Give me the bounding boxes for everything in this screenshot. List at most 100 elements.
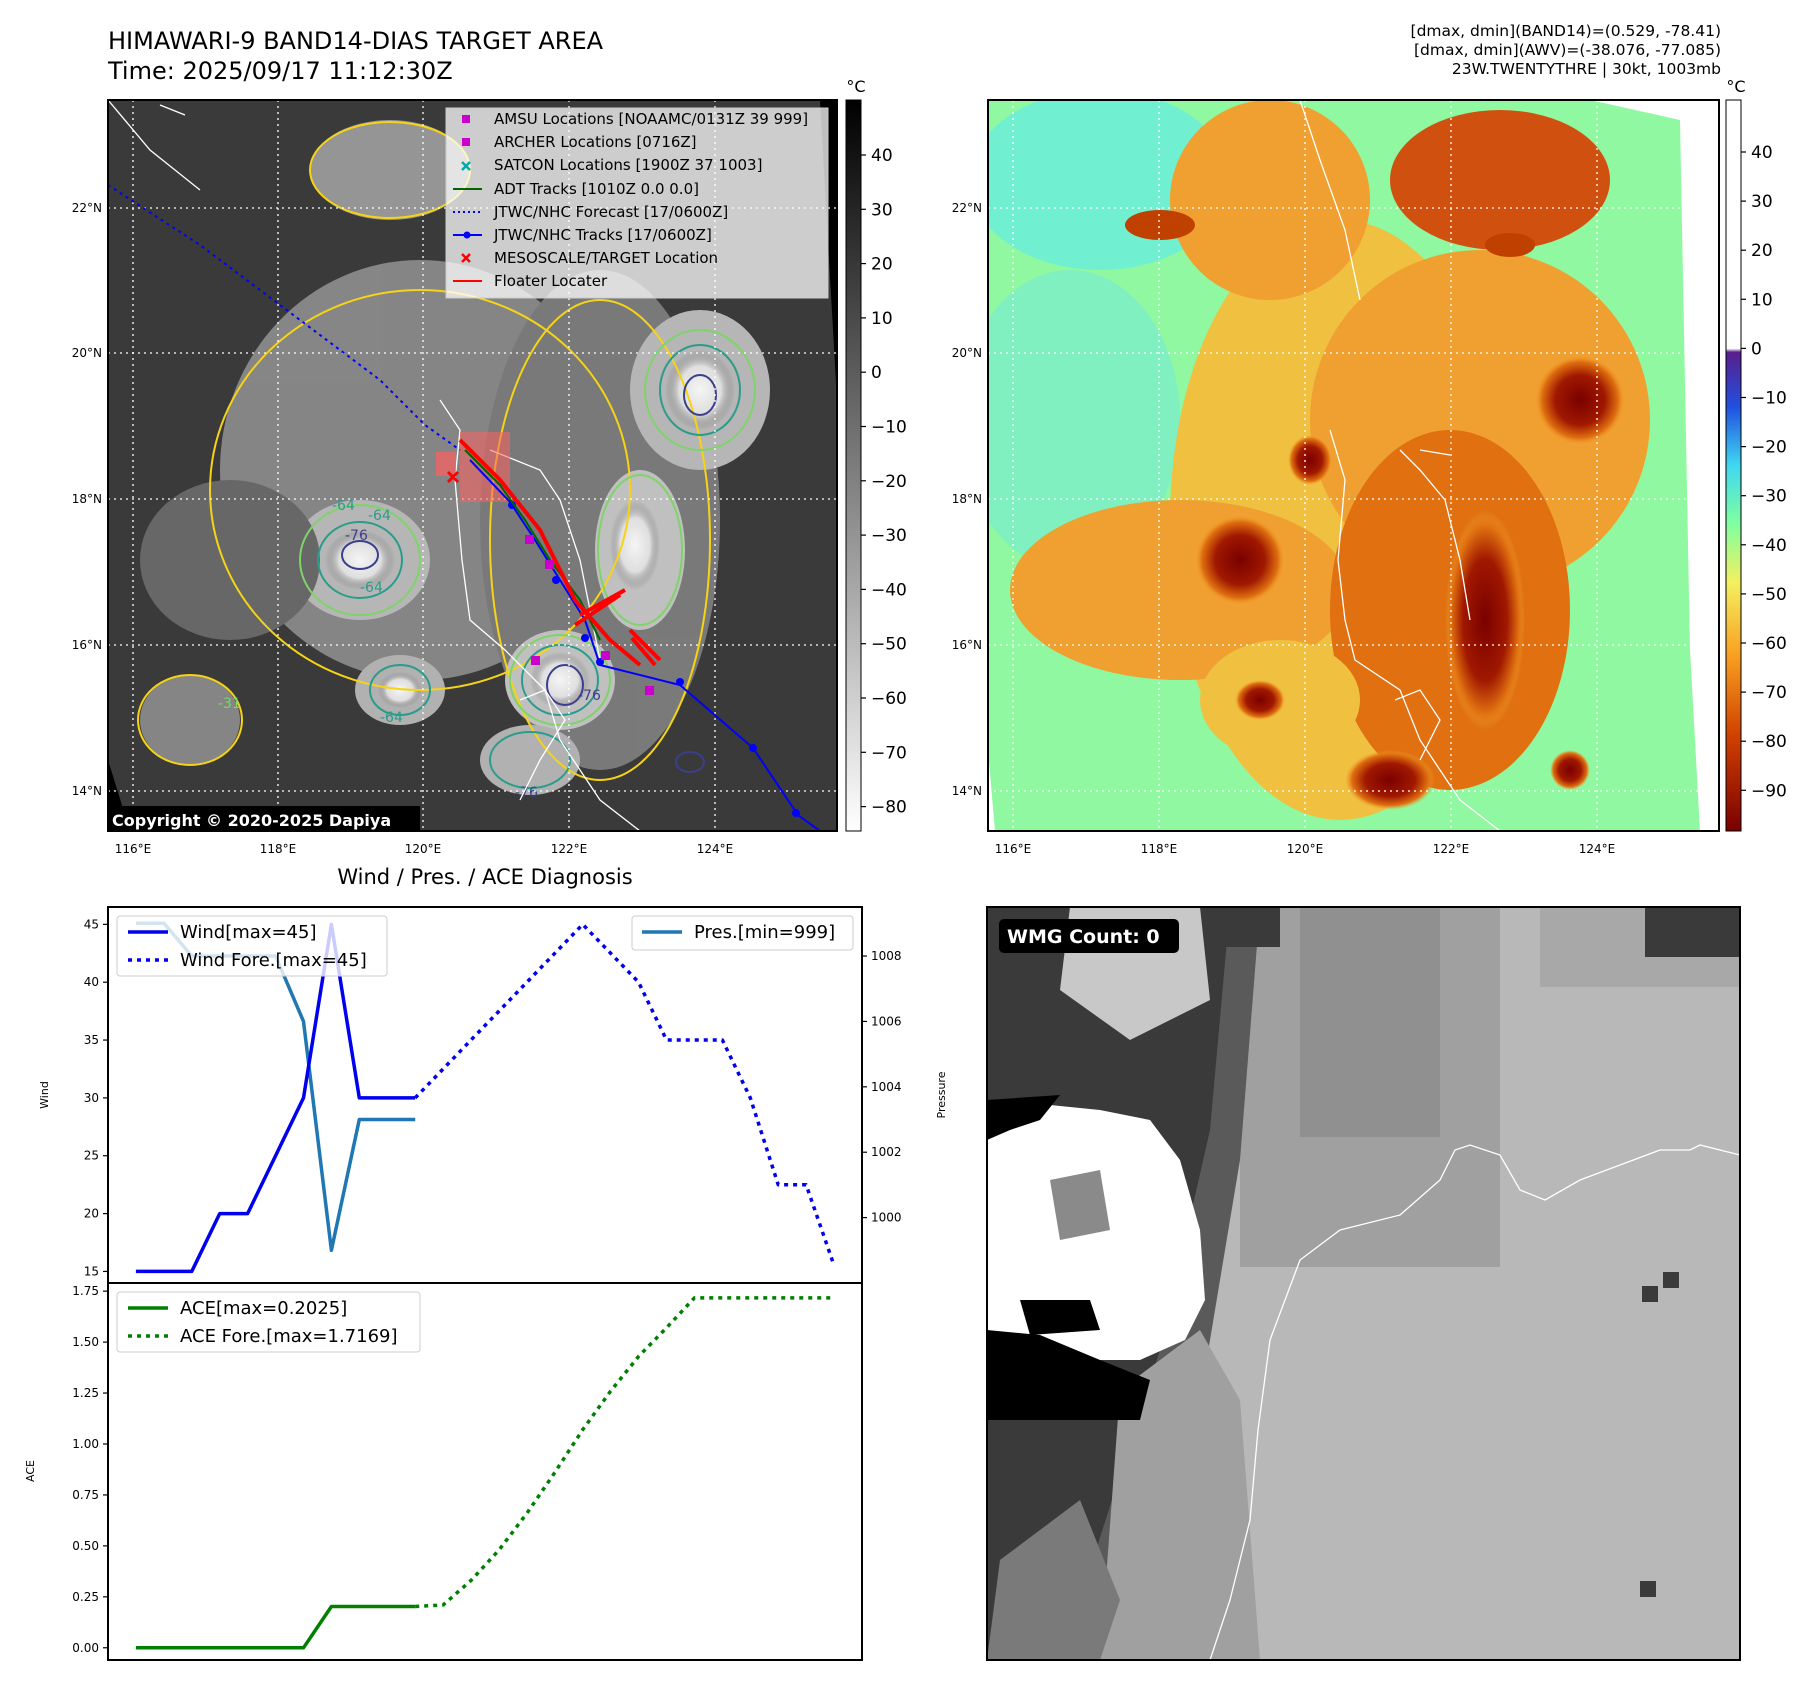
jtwc-track-points bbox=[508, 501, 800, 817]
pressure-tick-label: 1004 bbox=[871, 1080, 902, 1094]
ir-lat-label: 22°N bbox=[72, 201, 102, 215]
awv-colorbar-tick-label: 30 bbox=[1751, 192, 1773, 212]
ace-series-line bbox=[135, 1604, 416, 1650]
ace-tick-label: 0.25 bbox=[72, 1590, 99, 1604]
diagnosis-title: Wind / Pres. / ACE Diagnosis bbox=[337, 865, 632, 889]
awv-no-data-edge bbox=[1590, 100, 1719, 831]
legend-wind-label: Wind[max=45] bbox=[180, 922, 317, 943]
wind-tick-label: 30 bbox=[84, 1091, 99, 1105]
awv-colorbar-unit: °C bbox=[1726, 77, 1745, 96]
ir-lat-label: 14°N bbox=[72, 784, 102, 798]
ir-cloud-field bbox=[140, 120, 770, 795]
legend-archer-label: ARCHER Locations [0716Z] bbox=[494, 133, 697, 151]
ace-legend: ACE[max=0.2025] ACE Fore.[max=1.7169] bbox=[116, 1291, 421, 1353]
wmg-count-badge bbox=[999, 919, 1179, 953]
ir-contours bbox=[137, 121, 756, 789]
ir-colorbar-tick-label: 40 bbox=[871, 146, 893, 166]
ir-lon-label: 124°E bbox=[697, 842, 734, 856]
figure-title: HIMAWARI-9 BAND14-DIAS TARGET AREA bbox=[108, 27, 604, 55]
awv-colorbar-tick-label: −70 bbox=[1751, 683, 1787, 703]
awv-moisture-field bbox=[988, 100, 1650, 820]
awv-lon-labels: 116°E 118°E 120°E 122°E 124°E bbox=[995, 842, 1616, 856]
ace-tick-label: 1.50 bbox=[72, 1335, 99, 1349]
awv-colorbar-tick-label: 0 bbox=[1751, 339, 1762, 359]
wmg-coastline bbox=[1209, 1144, 1740, 1660]
copyright-box bbox=[108, 806, 420, 831]
ace-axis-label: ACE bbox=[24, 1460, 37, 1482]
floater-locater bbox=[458, 438, 662, 667]
info-line-band14: [dmax, dmin](BAND14)=(0.529, -78.41) bbox=[1410, 22, 1721, 40]
awv-lon-label: 116°E bbox=[995, 842, 1032, 856]
pressure-legend: Pres.[min=999] bbox=[631, 915, 854, 951]
legend-forecast-label: JTWC/NHC Forecast [17/0600Z] bbox=[493, 203, 728, 221]
jtwc-track bbox=[469, 459, 821, 831]
awv-gridlines bbox=[988, 100, 1719, 831]
amsu-markers bbox=[525, 535, 654, 695]
pressure-tick-label: 1008 bbox=[871, 949, 902, 963]
awv-lon-label: 120°E bbox=[1287, 842, 1324, 856]
ir-colorbar-tick-label: 10 bbox=[871, 309, 893, 329]
ir-lon-label: 122°E bbox=[551, 842, 588, 856]
wind-tick-label: 35 bbox=[84, 1033, 99, 1047]
awv-colorbar-tick-label: −40 bbox=[1751, 536, 1787, 556]
awv-lat-label: 22°N bbox=[952, 201, 982, 215]
svg-text:-64: -64 bbox=[380, 710, 403, 726]
ir-colorbar-tick-label: 20 bbox=[871, 255, 893, 275]
legend-pressure-label: Pres.[min=999] bbox=[694, 922, 835, 943]
ir-lon-label: 120°E bbox=[405, 842, 442, 856]
wind-legend: Wind[max=45] Wind Fore.[max=45] bbox=[116, 915, 388, 977]
wind-tick-label: 15 bbox=[84, 1264, 99, 1278]
ir-colorbar-tick-label: −20 bbox=[871, 472, 907, 492]
legend-mesoscale-label: MESOSCALE/TARGET Location bbox=[494, 249, 718, 267]
info-line-storm: 23W.TWENTYTHRE | 30kt, 1003mb bbox=[1451, 60, 1721, 78]
awv-lat-label: 20°N bbox=[952, 346, 982, 360]
awv-colorbar-tick-label: −50 bbox=[1751, 585, 1787, 605]
awv-colorbar-tick-label: −90 bbox=[1751, 781, 1787, 801]
legend-amsu-label: AMSU Locations [NOAAMC/0131Z 39 999] bbox=[494, 110, 808, 128]
ir-colorbar-tick-label: −60 bbox=[871, 689, 907, 709]
legend-jtwc-label: JTWC/NHC Tracks [17/0600Z] bbox=[493, 226, 712, 244]
awv-lat-label: 18°N bbox=[952, 492, 982, 506]
ir-colorbar-tick-label: −80 bbox=[871, 798, 907, 818]
wmg-black-band bbox=[987, 1330, 1150, 1420]
pressure-tick-label: 1006 bbox=[871, 1014, 902, 1028]
ir-lat-labels: 22°N 20°N 18°N 16°N 14°N bbox=[72, 201, 102, 798]
legend-archer-marker bbox=[462, 138, 470, 146]
ir-legend: AMSU Locations [NOAAMC/0131Z 39 999] ARC… bbox=[445, 107, 829, 299]
legend-wind-fore-label: Wind Fore.[max=45] bbox=[180, 950, 367, 971]
ir-lon-labels: 116°E 118°E 120°E 122°E 124°E bbox=[115, 842, 734, 856]
ir-lat-label: 20°N bbox=[72, 346, 102, 360]
ir-colorbar-unit: °C bbox=[846, 77, 865, 96]
wmg-pixel bbox=[1640, 1581, 1656, 1597]
legend-floater-label: Floater Locater bbox=[494, 272, 608, 290]
awv-colorbar: °C 40 30 20 10 0 −10 −20 −30 −40 −50 −60 −70 −80 −90 bbox=[1725, 77, 1787, 832]
svg-text:-76: -76 bbox=[345, 528, 368, 544]
ir-colorbar-tick-label: −40 bbox=[871, 580, 907, 600]
ace-tick-label: 0.50 bbox=[72, 1539, 99, 1553]
svg-text:-31: -31 bbox=[218, 696, 241, 712]
awv-no-data-corner bbox=[988, 750, 995, 831]
svg-text:-64: -64 bbox=[332, 498, 355, 514]
svg-text:-64: -64 bbox=[368, 508, 391, 524]
info-line-awv: [dmax, dmin](AWV)=(-38.076, -77.085) bbox=[1414, 41, 1721, 59]
legend-ace-label: ACE[max=0.2025] bbox=[180, 1298, 347, 1319]
ir-map-frame bbox=[107, 99, 838, 832]
ir-lat-label: 18°N bbox=[72, 492, 102, 506]
awv-map-frame bbox=[987, 99, 1720, 832]
legend-satcon-marker bbox=[461, 161, 471, 171]
pressure-tick-label: 1000 bbox=[871, 1211, 902, 1225]
awv-lat-labels: 22°N 20°N 18°N 16°N 14°N bbox=[952, 201, 982, 798]
diagnosis-chart: Wind / Pres. / ACE Diagnosis Wind Pressu… bbox=[24, 865, 948, 1661]
ir-lat-label: 16°N bbox=[72, 638, 102, 652]
jtwc-forecast-track bbox=[108, 184, 461, 451]
legend-mesoscale-marker bbox=[461, 253, 471, 263]
ir-lon-label: 118°E bbox=[260, 842, 297, 856]
ace-tick-label: 1.25 bbox=[72, 1386, 99, 1400]
awv-colorbar-tick-label: 40 bbox=[1751, 143, 1773, 163]
wind-forecast-series-line bbox=[413, 922, 836, 1267]
ir-colorbar-tick-label: −10 bbox=[871, 418, 907, 438]
ir-colorbar-tick-label: −30 bbox=[871, 526, 907, 546]
awv-colorbar-tick-label: −80 bbox=[1751, 732, 1787, 752]
wind-axis-label: Wind bbox=[38, 1081, 51, 1109]
ir-map-panel: -64 -64 -64 -76 -76 -31 -64 -76 bbox=[72, 77, 907, 856]
